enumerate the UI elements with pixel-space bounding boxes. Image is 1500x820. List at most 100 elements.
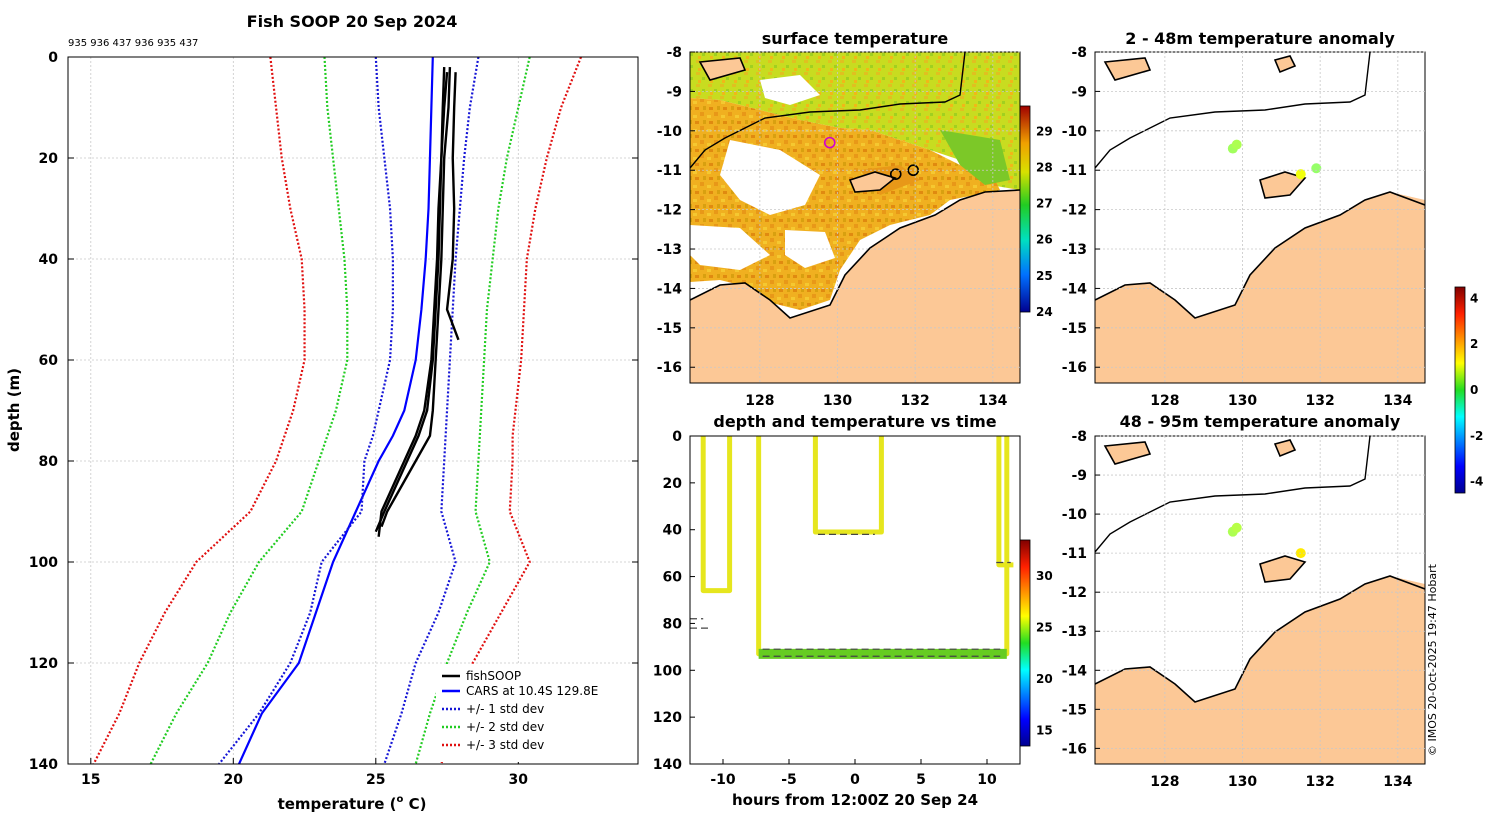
profile-ytick-label: 0 [48, 50, 58, 66]
series--1-std-dev [218, 56, 394, 765]
map-ytick-label: -14 [1062, 281, 1088, 297]
dvt-data [690, 436, 1014, 659]
sst-eez-line [690, 52, 966, 169]
profile-lines [92, 56, 583, 765]
map-ytick-label: -12 [1062, 585, 1087, 601]
map-ytick-label: -11 [1062, 163, 1087, 179]
map-ytick-label: -13 [657, 242, 682, 258]
profile-ticks: 15 20 25 30 0 20 40 60 80 100 120 140 [29, 50, 638, 788]
anomaly-map-deep: 48 - 95m temperature anomaly 128 130 132 13… [1062, 286, 1483, 790]
anomaly-colorbar-tick: 0 [1470, 383, 1478, 397]
dvt-colorbar-tick: 20 [1036, 672, 1053, 686]
map-xtick-label: 132 [901, 393, 930, 409]
series--2-std-dev [149, 56, 349, 765]
surface-temperature-map: surface temperature 12 [657, 29, 1053, 409]
fishsoop-profile-1 [380, 67, 452, 528]
fishsoop-profile-3 [377, 72, 449, 537]
map-xtick-label: 134 [1383, 774, 1412, 790]
map-ytick-label: -10 [657, 124, 683, 140]
profile-ytick-label: 40 [39, 252, 59, 268]
dvt-ytick-label: 0 [672, 429, 682, 445]
anomaly-colorbar-tick: -4 [1470, 475, 1483, 489]
dvt-colorbar-tick: 15 [1036, 724, 1053, 738]
sst-field-east [940, 130, 1010, 185]
map-xtick-label: 132 [1306, 774, 1335, 790]
anomaly-point [1231, 522, 1242, 533]
legend-label-std1: +/- 1 std dev [466, 702, 544, 716]
sst-island-north-outline [698, 57, 747, 81]
map-ytick-label: -14 [1062, 663, 1088, 679]
dvt-ytick-label: 60 [663, 570, 683, 586]
map-ytick-label: -10 [1062, 124, 1088, 140]
dvt-segment-1 [700, 436, 733, 594]
anom1-title: 2 - 48m temperature anomaly [1125, 29, 1395, 48]
map-ytick-label: -9 [1071, 468, 1087, 484]
sst-colorbar-tick: 28 [1036, 160, 1053, 174]
legend-label-std2: +/- 2 std dev [466, 720, 544, 734]
sst-colorbar-tick: 26 [1036, 233, 1053, 247]
dvt-ytick-label: 100 [653, 663, 682, 679]
profile-ytick-label: 80 [39, 454, 59, 470]
dvt-xlabel: hours from 12:00Z 20 Sep 24 [732, 791, 978, 809]
map-ytick-label: -11 [657, 163, 682, 179]
sst-island-melville-outline [848, 171, 897, 193]
map-ytick-label: -13 [1062, 624, 1087, 640]
map-ytick-label: -9 [666, 84, 682, 100]
sst-colorbar-ticks: 24 25 26 27 28 29 [1036, 124, 1053, 319]
anom1-points [1227, 139, 1322, 180]
profile-xlabel: temperature (o C) [278, 794, 427, 813]
dvt-ytick-label: 40 [663, 523, 683, 539]
sst-island-north [700, 58, 745, 80]
map-xtick-label: 128 [1150, 393, 1179, 409]
sst-coastline [690, 189, 1020, 319]
series-cars-at-10-4s-129-8e [237, 56, 434, 765]
series--2-std-dev [414, 56, 531, 765]
profile-ylabel: depth (m) [5, 368, 23, 452]
dvt-colorbar-ticks: 15 20 25 30 [1036, 569, 1053, 738]
map-ytick-label: -15 [657, 321, 682, 337]
sst-land [690, 190, 1020, 383]
depth-time-chart: depth and temperature vs time -10 -5 0 5 100… [653, 412, 1053, 809]
dvt-colorbar-tick: 25 [1036, 621, 1053, 635]
map-ytick-label: -8 [1071, 45, 1087, 61]
profile-ids-label: 935 936 437 936 935 437 [68, 38, 198, 49]
anomaly-map-shallow: 2 - 48m temperature anomaly 128 130 132 134… [1062, 29, 1426, 409]
map-xtick-label: 130 [823, 393, 852, 409]
fishsoop-profile-4 [445, 72, 460, 341]
dvt-ytick-label: 120 [653, 710, 682, 726]
profile-ytick-label: 60 [39, 353, 59, 369]
map-ytick-label: -15 [1062, 702, 1087, 718]
sst-colorbar [1019, 105, 1031, 313]
anomaly-point [1295, 169, 1306, 180]
dvt-segment-4 [996, 436, 1014, 568]
sst-ticks: 128 130 132 134 -8 -9 -10 -11 -12 -13 -14 -15 -16 [657, 45, 1020, 409]
profile-ytick-label: 100 [29, 555, 58, 571]
profile-title: Fish SOOP 20 Sep 2024 [247, 12, 458, 31]
anomaly-colorbar [1454, 286, 1466, 494]
map-ytick-label: -16 [657, 360, 682, 376]
sst-colorbar-tick: 24 [1036, 305, 1053, 319]
sst-colorbar-tick: 25 [1036, 269, 1053, 283]
sst-title: surface temperature [762, 29, 949, 48]
anomaly-colorbar-tick: 2 [1470, 337, 1478, 351]
cloud-gap-1 [720, 140, 820, 215]
map-ytick-label: -16 [1062, 741, 1087, 757]
anomaly-colorbar-tick: 4 [1470, 291, 1478, 305]
profile-ytick-label: 20 [39, 151, 59, 167]
dvt-xtick-label: 10 [977, 772, 997, 788]
anom2-points [1227, 522, 1306, 559]
map-xtick-label: 134 [978, 393, 1007, 409]
dvt-xtick-label: 5 [916, 772, 926, 788]
map-ytick-label: -12 [1062, 203, 1087, 219]
profile-xtick-label: 30 [509, 772, 529, 788]
map-ytick-label: -9 [1071, 84, 1087, 100]
map-xtick-label: 128 [1150, 774, 1179, 790]
sst-station-marker [889, 168, 902, 180]
map-ytick-label: -15 [1062, 321, 1087, 337]
profile-legend: fishSOOP CARS at 10.4S 129.8E +/- 1 std … [436, 664, 636, 762]
profile-xtick-label: 25 [366, 772, 385, 788]
anom2-title: 48 - 95m temperature anomaly [1120, 412, 1401, 431]
anom2-ticks: 128 130 132 134 -8 -9 -10 -11 -12 -13 -14 -15 -16 [1062, 429, 1425, 790]
legend-label-cars: CARS at 10.4S 129.8E [466, 684, 598, 698]
